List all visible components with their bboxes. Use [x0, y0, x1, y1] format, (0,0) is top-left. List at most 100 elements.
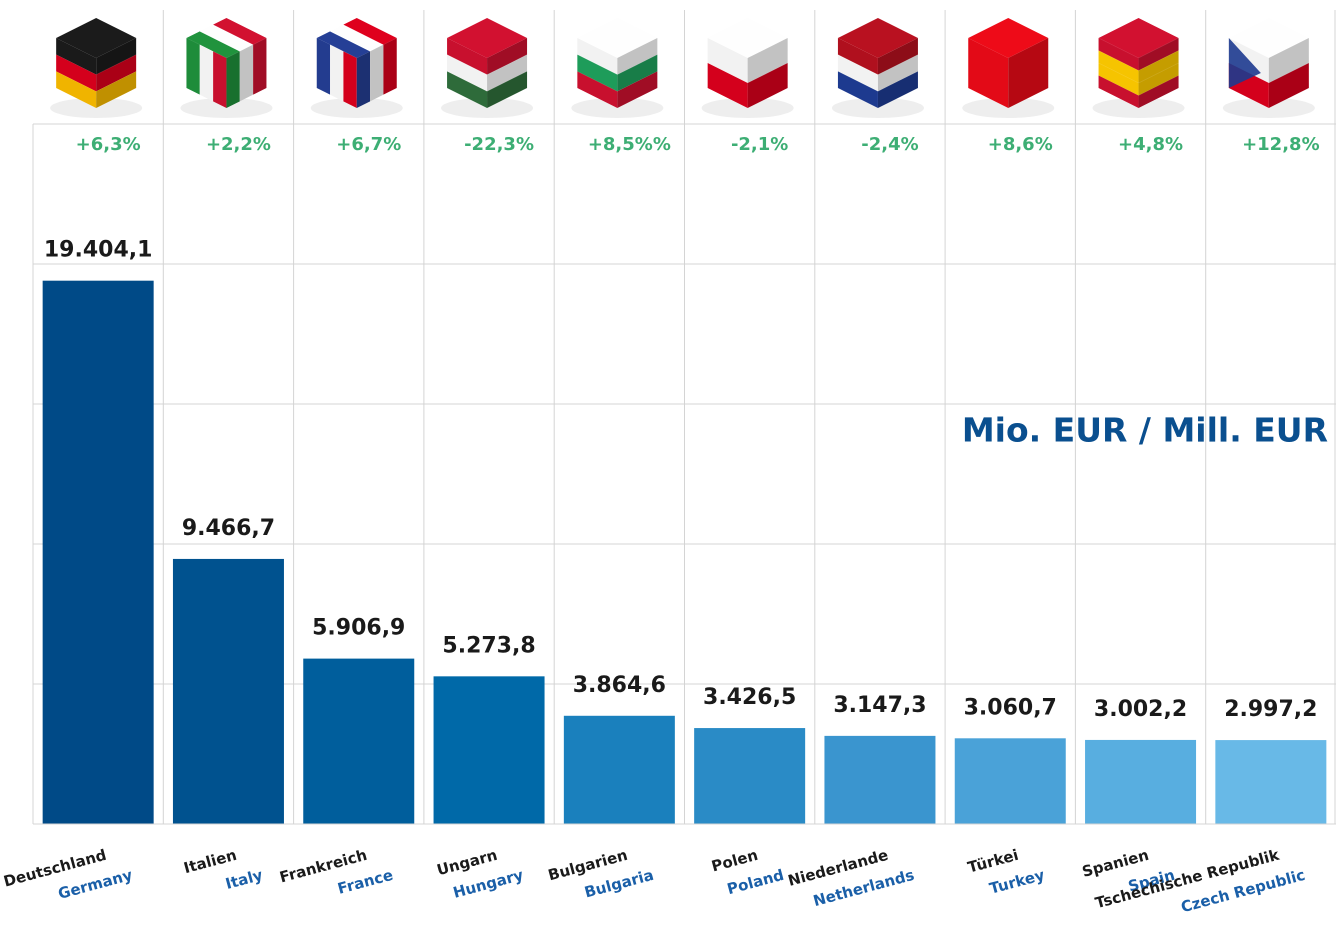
value-label: 19.404,1	[44, 238, 153, 263]
x-tick-label-en: Italy	[223, 866, 264, 893]
change-label: -2,4%	[861, 134, 918, 155]
value-label: 5.273,8	[442, 633, 535, 658]
value-label: 3.426,5	[703, 685, 796, 710]
change-label: +6,7%	[336, 134, 401, 155]
change-label: +2,2%	[206, 134, 271, 155]
flag-face	[487, 71, 528, 108]
flag-shadow	[180, 98, 273, 118]
flag-face	[1098, 50, 1139, 83]
flag-face	[447, 71, 488, 108]
flag-face	[1228, 38, 1261, 88]
flag-face	[253, 38, 267, 95]
bar	[1215, 740, 1327, 824]
change-label: +4,8%	[1118, 134, 1183, 155]
flag-shadow	[50, 98, 143, 118]
flag-face	[747, 38, 788, 83]
flag-face	[1268, 63, 1309, 108]
flag-face	[837, 71, 878, 108]
flag-face	[1098, 63, 1139, 96]
flag-face	[1098, 75, 1139, 108]
x-tick-label-en: Turkey	[988, 866, 1047, 898]
flag-face	[837, 38, 878, 75]
change-label: +8,5%%	[588, 134, 671, 155]
flag-face	[707, 38, 748, 83]
flag-face	[383, 38, 397, 95]
flag-face	[707, 63, 748, 108]
flag-face	[343, 18, 397, 45]
flag-face	[1138, 63, 1179, 96]
bar	[303, 658, 415, 824]
value-label: 3.060,7	[964, 695, 1057, 720]
flag-face	[1138, 75, 1179, 108]
flag-face	[617, 54, 658, 92]
flag-face	[877, 71, 918, 108]
bar	[433, 676, 545, 824]
flag-face	[96, 54, 137, 92]
flag-face	[447, 38, 488, 75]
flag-face	[447, 54, 488, 92]
flag-face	[213, 51, 227, 108]
change-label: +6,3%	[76, 134, 141, 155]
flag-face	[577, 71, 618, 108]
value-label: 3.864,6	[573, 673, 666, 698]
x-tick-label: Polen	[710, 846, 760, 876]
change-label: +8,6%	[988, 134, 1053, 155]
flag-face	[1138, 38, 1179, 71]
flag-face	[56, 71, 97, 108]
value-label: 3.002,2	[1094, 697, 1187, 722]
flag-face	[316, 38, 331, 95]
flag-face	[186, 31, 240, 58]
bar	[694, 728, 806, 824]
x-tick-label-en: France	[336, 866, 395, 898]
flag-face	[1268, 38, 1309, 83]
flag-face	[199, 44, 214, 102]
x-tick-label-en: Poland	[725, 866, 786, 898]
flag-face	[330, 44, 344, 102]
flag-face	[370, 44, 384, 102]
bar	[1085, 739, 1197, 824]
value-label: 2.997,2	[1224, 697, 1317, 722]
unit-annotation: Mio. EUR / Mill. EUR	[962, 411, 1328, 450]
flag-face	[96, 38, 137, 75]
flag-face	[877, 54, 918, 92]
flag-face	[186, 38, 200, 95]
flag-face	[316, 31, 371, 58]
flag-face	[487, 54, 528, 92]
change-label: -22,3%	[464, 134, 534, 155]
bar	[954, 738, 1066, 824]
flag-face	[577, 54, 618, 92]
flag-face	[487, 38, 528, 75]
flag-face	[56, 38, 97, 75]
flag-face	[226, 51, 240, 108]
flag-face	[330, 24, 384, 52]
bar	[172, 558, 284, 824]
flag-face	[747, 63, 788, 108]
x-tick-label: Türkei	[966, 846, 1021, 877]
value-label: 5.906,9	[312, 616, 405, 641]
flag-face	[1008, 38, 1049, 108]
value-label: 3.147,3	[833, 693, 926, 718]
change-label: -2,1%	[731, 134, 788, 155]
flag-face	[213, 18, 267, 45]
flag-face	[1098, 38, 1139, 71]
flag-face	[617, 71, 658, 108]
plot: 19.404,1+6,3%DeutschlandGermany9.466,7+2…	[2, 10, 1336, 916]
bar	[42, 280, 154, 825]
flag-face	[617, 38, 658, 75]
flag-face	[239, 44, 254, 102]
flag-face	[1138, 50, 1179, 83]
flag-face	[56, 54, 97, 92]
flag-face	[968, 38, 1009, 108]
flag-face	[96, 71, 137, 108]
bar	[824, 735, 936, 824]
bar	[563, 715, 675, 824]
flag-face	[837, 54, 878, 92]
flag-face	[199, 24, 254, 52]
value-label: 9.466,7	[182, 516, 275, 541]
flag-face	[356, 51, 371, 108]
flag-face	[577, 38, 618, 75]
change-label: +12,8%	[1242, 134, 1320, 155]
x-tick-label: Italien	[182, 846, 239, 877]
flag-face	[877, 38, 918, 75]
